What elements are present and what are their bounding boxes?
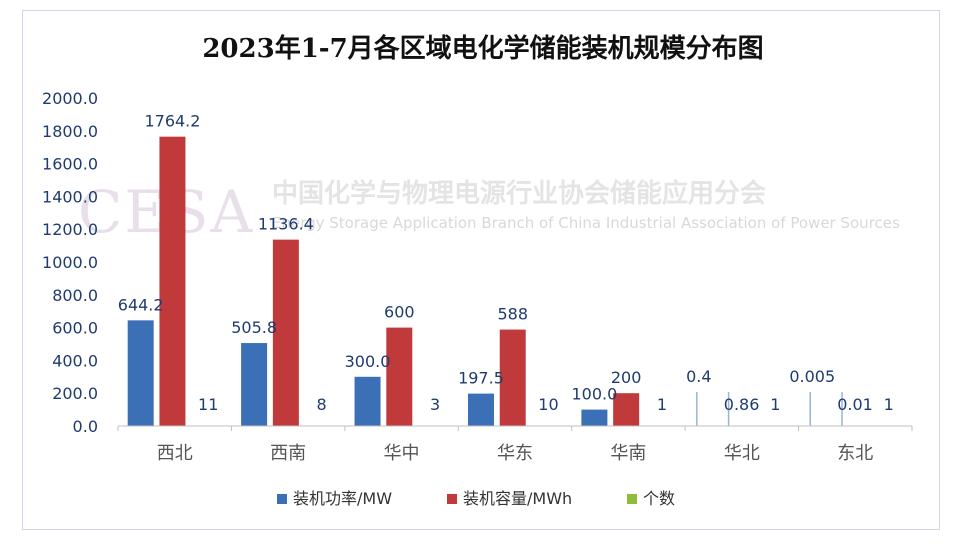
y-tick-label: 2000.0	[42, 89, 98, 108]
bar	[499, 329, 526, 426]
x-axis: 西北 西南 华中 华东 华南 华北 东北	[117, 426, 913, 464]
legend-label: 个数	[643, 489, 675, 508]
y-tick-label: 600.0	[52, 319, 98, 338]
y-tick-label: 0.0	[73, 417, 98, 436]
x-category-label: 华东	[497, 443, 533, 464]
data-label: 8	[317, 395, 327, 414]
x-category-label: 华南	[610, 443, 646, 464]
data-label: 0.005	[789, 367, 835, 386]
watermark-org-cn: 中国化学与物理电源行业协会储能应用分会	[272, 178, 766, 209]
data-label: 197.5	[458, 369, 504, 388]
x-category-label: 华中	[384, 443, 420, 464]
bar	[613, 393, 640, 426]
data-label: 300.0	[345, 352, 391, 371]
y-tick-label: 1400.0	[42, 187, 98, 206]
data-label: 0.86	[724, 395, 760, 414]
data-labels: 644.2 505.8 300.0 197.5 100.0 0.4 0.005 1764.2 1…	[118, 112, 894, 414]
data-label: 1	[657, 395, 667, 414]
bar	[159, 136, 186, 426]
data-label: 1	[770, 395, 780, 414]
data-label: 0.01	[837, 395, 873, 414]
x-category-label: 东北	[837, 443, 873, 464]
legend-swatch	[627, 494, 637, 504]
watermark: CESA 中国化学与物理电源行业协会储能应用分会 Energy Storage …	[78, 178, 900, 246]
data-label: 1	[884, 395, 894, 414]
chart-title: 2023年1-7月各区域电化学储能装机规模分布图	[202, 33, 763, 64]
bar	[241, 343, 268, 426]
x-category-label: 西北	[157, 443, 193, 464]
data-label: 1136.4	[258, 215, 314, 234]
y-tick-label: 1200.0	[42, 220, 98, 239]
bar	[581, 409, 608, 426]
data-label: 600	[384, 303, 415, 322]
x-category-label: 华北	[724, 443, 760, 464]
bar	[467, 393, 494, 426]
data-label: 1764.2	[144, 112, 200, 131]
data-label: 10	[538, 395, 558, 414]
watermark-org-en: Energy Storage Application Branch of Chi…	[272, 214, 900, 232]
data-label: 505.8	[231, 318, 277, 337]
legend-label: 装机容量/MWh	[463, 489, 572, 508]
y-tick-label: 1000.0	[42, 253, 98, 272]
legend: 装机功率/MW 装机容量/MWh 个数	[277, 489, 675, 508]
y-tick-label: 1600.0	[42, 155, 98, 174]
x-category-label: 西南	[270, 443, 306, 464]
legend-swatch	[447, 494, 457, 504]
y-tick-label: 400.0	[52, 351, 98, 370]
bar	[272, 239, 299, 426]
bars	[127, 136, 843, 426]
data-label: 100.0	[571, 385, 617, 404]
bar	[354, 376, 381, 426]
data-label: 11	[198, 395, 218, 414]
data-label: 200	[611, 368, 642, 387]
data-label: 644.2	[118, 295, 164, 314]
y-tick-label: 800.0	[52, 286, 98, 305]
data-label: 3	[430, 395, 440, 414]
bar	[127, 320, 154, 426]
legend-label: 装机功率/MW	[293, 489, 392, 508]
bar	[386, 327, 413, 426]
y-axis: 0.0 200.0 400.0 600.0 800.0 1000.0 1200.0 1400.…	[42, 89, 98, 436]
data-label: 0.4	[686, 367, 711, 386]
y-tick-label: 1800.0	[42, 122, 98, 141]
legend-swatch	[277, 494, 287, 504]
y-tick-label: 200.0	[52, 384, 98, 403]
data-label: 588	[497, 305, 528, 324]
